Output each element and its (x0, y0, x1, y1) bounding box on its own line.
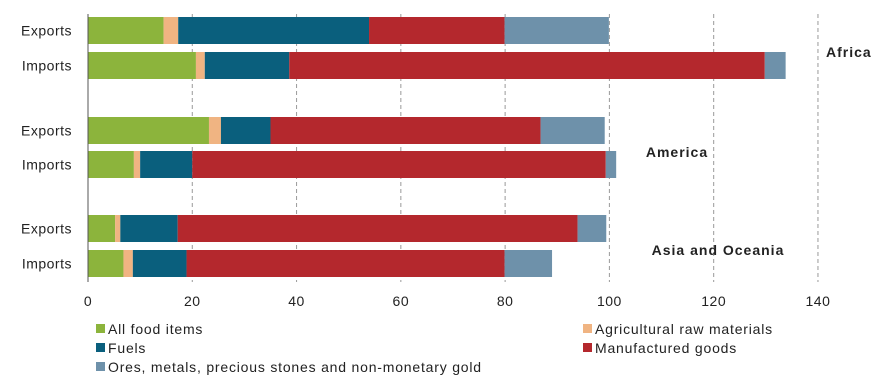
legend-label: Ores, metals, precious stones and non-mo… (108, 359, 482, 375)
bar-segment (88, 117, 209, 144)
x-tick-label: 60 (393, 293, 410, 309)
legend-swatch (96, 343, 105, 352)
legend-label: Agricultural raw materials (595, 321, 773, 337)
region-labels: Africa America Asia and Oceania (646, 44, 872, 258)
bar-label: Imports (22, 58, 72, 74)
bar-segment (120, 215, 178, 242)
bar-segment (195, 52, 205, 79)
bar-segment (88, 151, 134, 178)
bar-label: Exports (21, 123, 72, 139)
bar-segment (220, 117, 271, 144)
bar-segment (192, 151, 606, 178)
x-tick-label: 100 (597, 293, 622, 309)
x-tick-label: 20 (184, 293, 201, 309)
region-label: America (646, 144, 708, 160)
bar-segment (764, 52, 786, 79)
bar-label: Exports (21, 221, 72, 237)
x-tick-label: 140 (806, 293, 831, 309)
x-tick-label: 0 (84, 293, 92, 309)
bar-segment (178, 17, 370, 44)
bar-label: Imports (22, 256, 72, 272)
bar-segment (115, 215, 121, 242)
bar-segment (504, 17, 609, 44)
bar-segment (88, 215, 116, 242)
legend-swatch (96, 324, 105, 333)
bar-segment (289, 52, 765, 79)
bar-segment (177, 215, 578, 242)
bar-segment (88, 17, 164, 44)
legend-label: Fuels (108, 340, 146, 356)
bar-label: Exports (21, 23, 72, 39)
bar-segment (369, 17, 505, 44)
bar-segment (577, 215, 607, 242)
x-tick-label: 120 (701, 293, 726, 309)
bar-segment (132, 250, 187, 277)
bar-labels: Exports Imports Exports Imports Exports Impor… (21, 23, 72, 272)
bar-segment (540, 117, 605, 144)
legend: All food items Agricultural raw materials… (96, 321, 773, 375)
bar-segment (123, 250, 133, 277)
bar-segment (605, 151, 617, 178)
legend-label: All food items (108, 321, 203, 337)
bar-label: Imports (22, 157, 72, 173)
bar-segment (270, 117, 541, 144)
legend-swatch (96, 362, 105, 371)
x-tick-label: 80 (497, 293, 514, 309)
bar-segment (140, 151, 193, 178)
legend-swatch (583, 343, 592, 352)
bar-segment (88, 250, 124, 277)
x-axis-ticks: 0 20 40 60 80 100 120 140 (84, 293, 831, 309)
region-label: Africa (826, 44, 872, 60)
bar-segment (208, 117, 221, 144)
bar-segment (163, 17, 179, 44)
region-label: Asia and Oceania (652, 242, 785, 258)
bar-segment (88, 52, 196, 79)
legend-swatch (583, 324, 592, 333)
legend-label: Manufactured goods (595, 340, 737, 356)
bar-segment (204, 52, 290, 79)
bar-segment (504, 250, 553, 277)
x-tick-label: 40 (288, 293, 305, 309)
bars (88, 17, 786, 277)
bar-segment (133, 151, 141, 178)
bar-segment (186, 250, 505, 277)
